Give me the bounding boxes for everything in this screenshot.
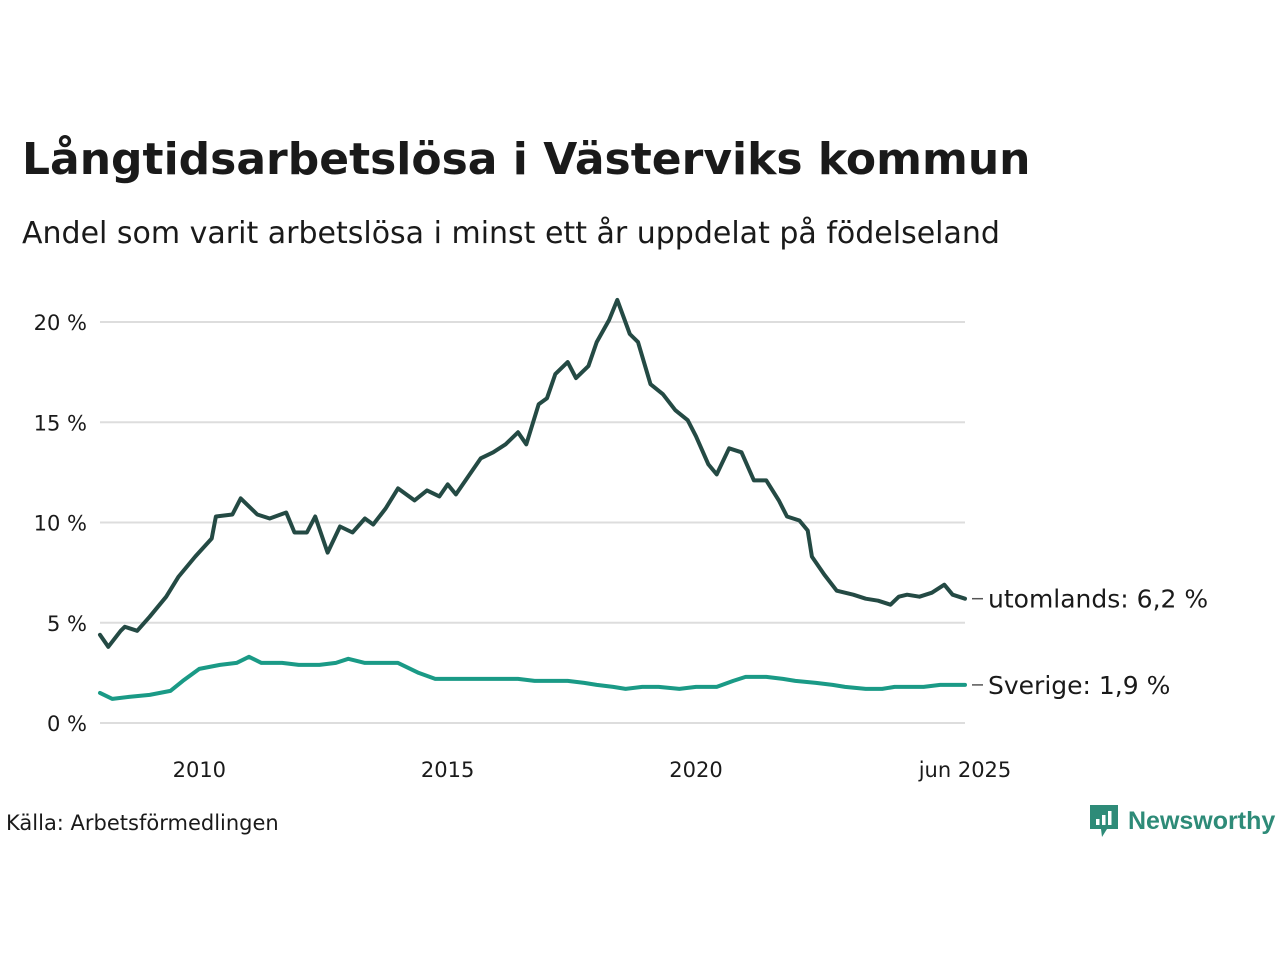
y-tick-label: 10 %	[34, 512, 87, 536]
y-axis: 0 % 5 % 10 % 15 % 20 %	[34, 311, 87, 736]
x-axis: 2010 2015 2020 jun 2025	[173, 758, 1012, 782]
end-labels: utomlands: 6,2 % Sverige: 1,9 %	[972, 585, 1208, 700]
grid	[100, 321, 965, 724]
x-tick-label: 2010	[173, 758, 226, 782]
y-tick-label: 15 %	[34, 411, 87, 435]
source-note: Källa: Arbetsförmedlingen	[6, 811, 279, 835]
y-tick-label: 0 %	[47, 712, 87, 736]
chart-subtitle: Andel som varit arbetslösa i minst ett å…	[22, 216, 1000, 251]
y-tick-label: 20 %	[34, 311, 87, 335]
brand-logo: Newsworthy	[1088, 803, 1275, 839]
end-label-utomlands: utomlands: 6,2 %	[988, 585, 1208, 614]
series-line-sverige	[98, 654, 967, 701]
series-line-utomlands	[98, 297, 967, 649]
end-label-sverige: Sverige: 1,9 %	[988, 671, 1170, 700]
x-tick-label: 2020	[669, 758, 722, 782]
chart-title: Långtidsarbetslösa i Västerviks kommun	[22, 134, 1031, 185]
series-lines	[98, 297, 967, 701]
x-tick-label: 2015	[421, 758, 474, 782]
x-tick-label: jun 2025	[918, 758, 1012, 782]
newsworthy-icon	[1090, 805, 1118, 837]
brand-name: Newsworthy	[1128, 806, 1276, 835]
y-tick-label: 5 %	[47, 612, 87, 636]
